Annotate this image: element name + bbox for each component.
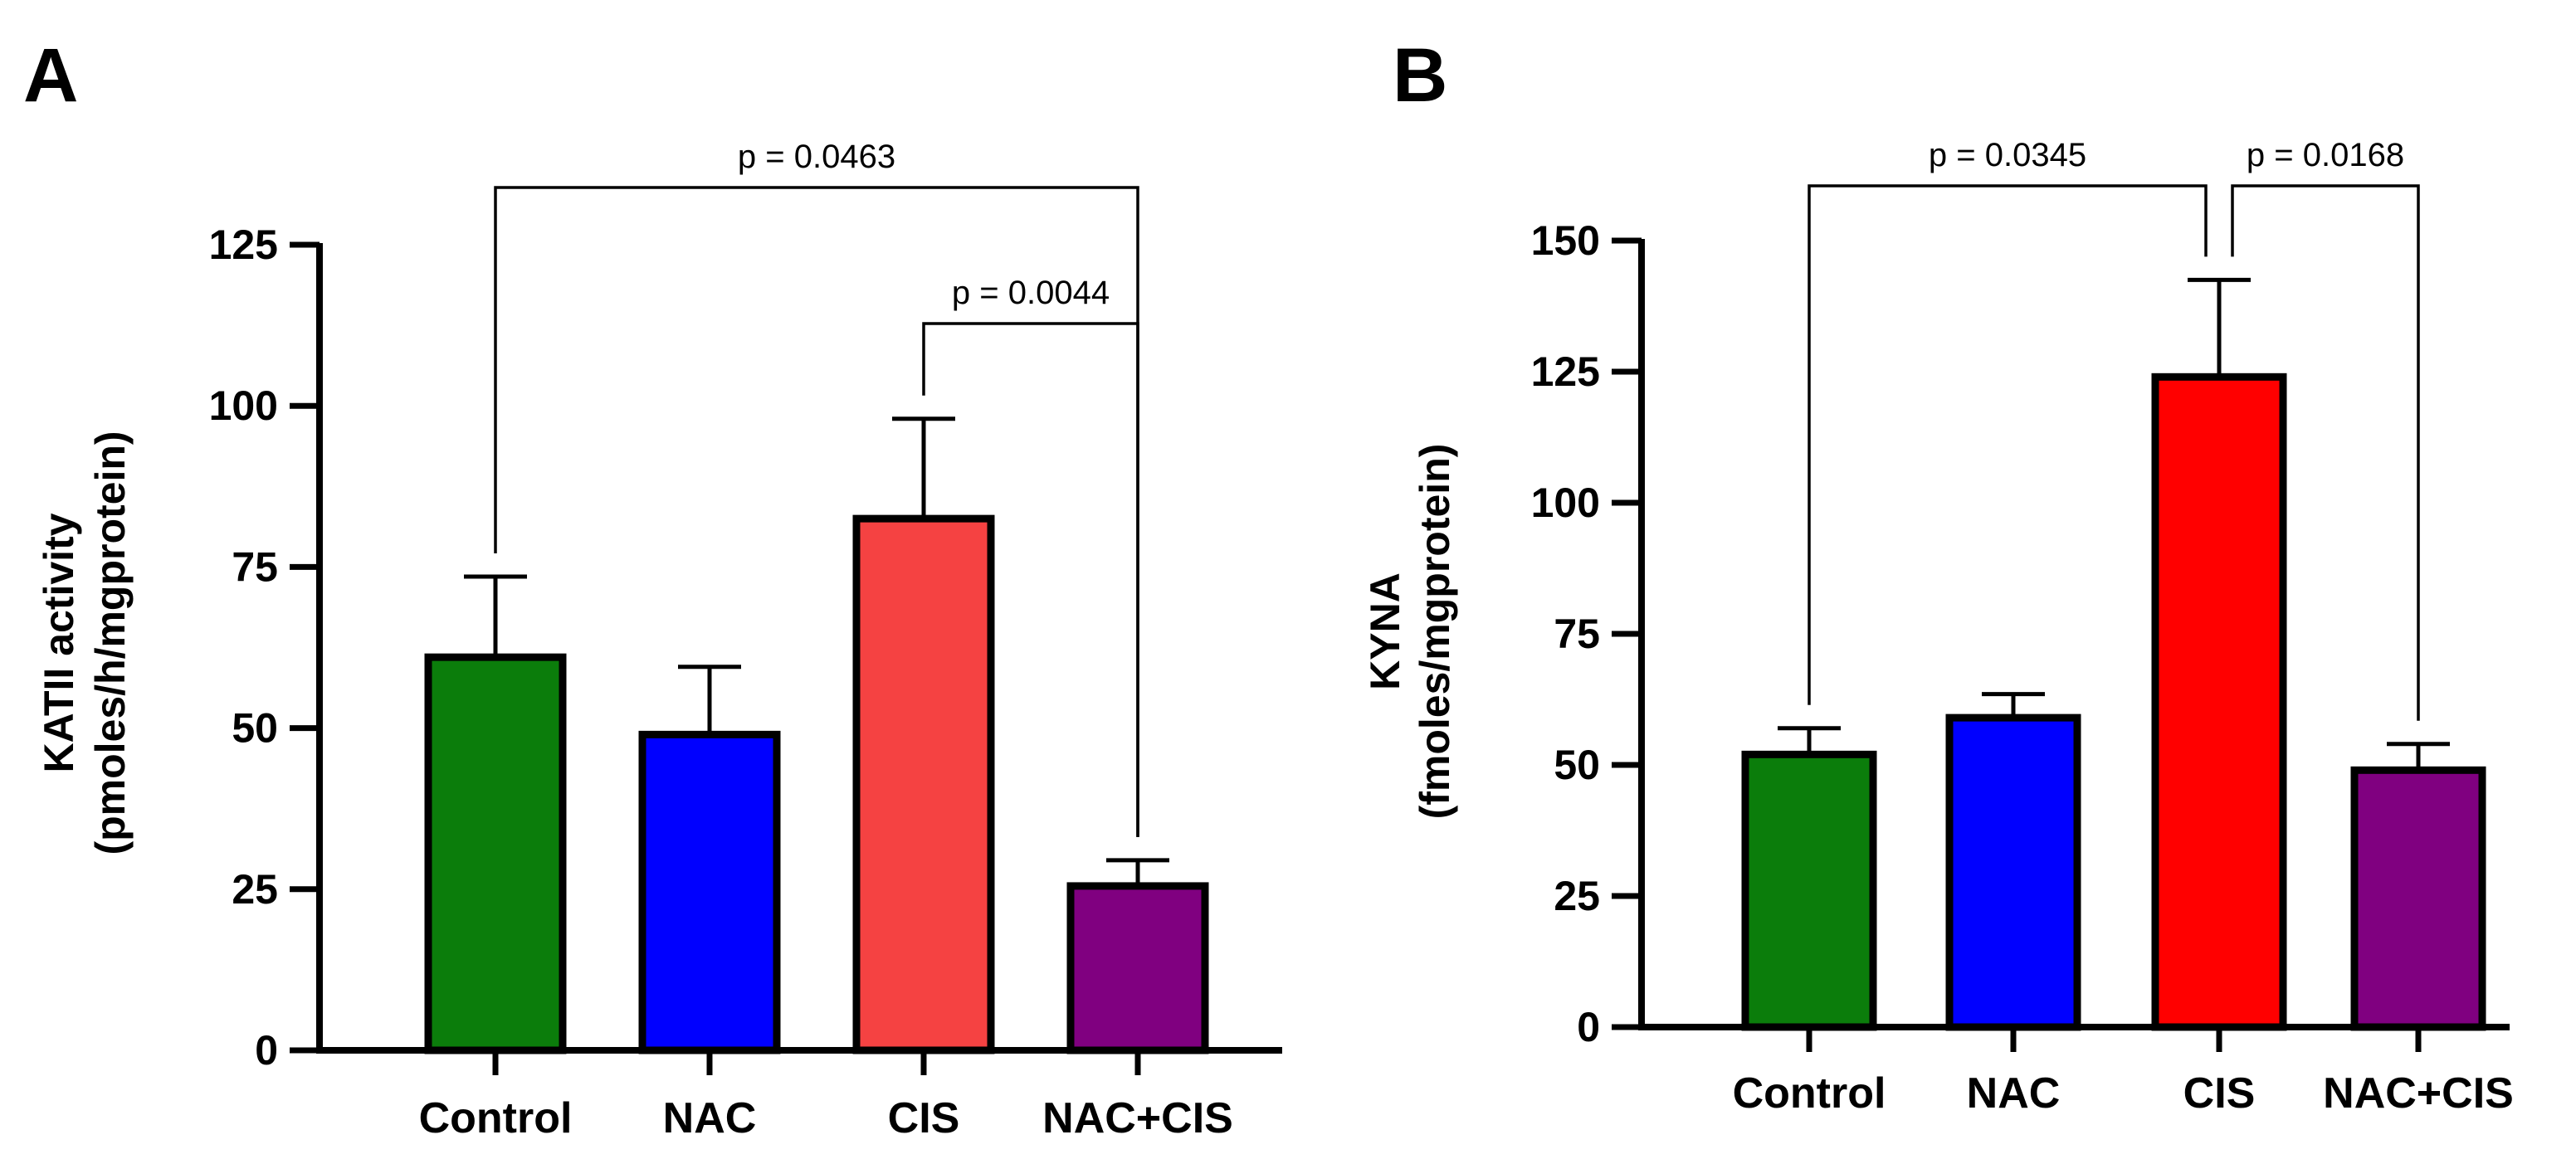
panel-b-ytick-label-2: 50 [1554, 742, 1600, 788]
panel-a-bracket-1 [922, 322, 1139, 837]
panel-b-category-label-1: NAC [1967, 1069, 2061, 1118]
panel-a-letter: A [23, 33, 78, 118]
panel-a: A KATII activity (pmoles/h/mgprotein) 0 2… [23, 33, 1282, 1142]
panel-b-ylabel-line2: (fmoles/mgprotein) [1412, 444, 1458, 820]
panel-a-category-label-2: CIS [888, 1094, 960, 1142]
panel-b-bar-2 [2151, 373, 2287, 1031]
panel-a-bar-2 [852, 514, 995, 1054]
panel-b-ylabel-line1: KYNA [1362, 572, 1408, 690]
panel-b-ytick-label-4: 100 [1531, 480, 1600, 526]
panel-b-category-label-0: Control [1733, 1069, 1886, 1118]
panel-a-category-label-3: NAC+CIS [1042, 1094, 1233, 1142]
panel-b-pvalue-0: p = 0.0345 [1929, 137, 2086, 173]
panel-b-ytick-label-6: 150 [1531, 217, 1600, 264]
panel-b-bar-3 [2350, 766, 2486, 1031]
panel-a-ytick-label-3: 75 [232, 543, 278, 590]
panel-a-bar-0 [424, 653, 567, 1054]
panel-a-ytick-label-2: 50 [232, 705, 278, 752]
panel-a-ytick-label-4: 100 [209, 382, 278, 429]
panel-a-ytick-label-0: 0 [255, 1027, 278, 1074]
panel-a-ytick-label-5: 125 [209, 222, 278, 268]
panel-b-letter: B [1393, 33, 1447, 118]
panel-a-ylabel-line1: KATII activity [36, 513, 82, 772]
panel-b-ytick-label-0: 0 [1577, 1004, 1600, 1050]
panel-b-bar-1 [1945, 713, 2081, 1031]
panel-b-category-label-2: CIS [2183, 1069, 2256, 1118]
panel-b-bar-0 [1741, 750, 1877, 1031]
panel-b-bracket-1 [2231, 184, 2420, 721]
panel-a-pvalue-1: p = 0.0044 [952, 275, 1110, 311]
panel-a-bar-1 [638, 730, 781, 1054]
panel-a-ytick-label-1: 25 [232, 866, 278, 913]
panel-a-category-label-1: NAC [663, 1094, 757, 1142]
panel-b-pvalue-1: p = 0.0168 [2247, 137, 2404, 173]
panel-b: B KYNA (fmoles/mgprotein) 0 25 50 75 100 125 1… [1362, 33, 2514, 1118]
panel-b-ytick-label-1: 25 [1554, 873, 1600, 919]
panel-a-category-label-0: Control [419, 1094, 573, 1142]
panel-a-pvalue-0: p = 0.0463 [738, 139, 895, 175]
panel-b-ytick-label-3: 75 [1554, 611, 1600, 657]
panel-b-ytick-label-5: 125 [1531, 348, 1600, 395]
panel-a-ylabel-line2: (pmoles/h/mgprotein) [87, 431, 134, 855]
panel-a-bar-3 [1066, 882, 1209, 1054]
panel-b-category-label-3: NAC+CIS [2323, 1069, 2514, 1118]
panel-b-bracket-0 [1808, 184, 2208, 705]
